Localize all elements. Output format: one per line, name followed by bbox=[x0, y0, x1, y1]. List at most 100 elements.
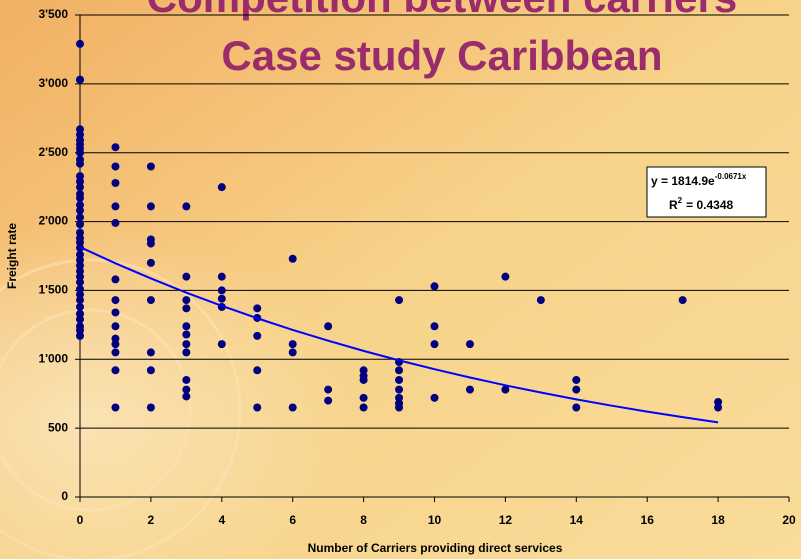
y-tick-label: 2'500 bbox=[38, 145, 68, 159]
data-point bbox=[431, 322, 439, 330]
data-point bbox=[253, 304, 261, 312]
page: {"chart_data": {"type": "scatter", "titl… bbox=[0, 0, 801, 559]
equation-exponent: -0.0671x bbox=[715, 172, 747, 181]
data-point bbox=[76, 207, 84, 215]
data-point bbox=[76, 40, 84, 48]
data-point bbox=[182, 273, 190, 281]
x-tick-label: 2 bbox=[148, 513, 155, 527]
data-point bbox=[111, 340, 119, 348]
data-point bbox=[182, 296, 190, 304]
data-point bbox=[218, 183, 226, 191]
data-point bbox=[395, 296, 403, 304]
data-point bbox=[395, 366, 403, 374]
data-point bbox=[111, 219, 119, 227]
data-point bbox=[76, 278, 84, 286]
data-point bbox=[111, 348, 119, 356]
data-point bbox=[111, 366, 119, 374]
data-point bbox=[253, 366, 261, 374]
data-point bbox=[360, 403, 368, 411]
data-point bbox=[147, 366, 155, 374]
data-point bbox=[324, 386, 332, 394]
data-point bbox=[572, 376, 580, 384]
data-point bbox=[111, 296, 119, 304]
data-point bbox=[76, 315, 84, 323]
data-point bbox=[111, 202, 119, 210]
y-tick-label: 0 bbox=[61, 489, 68, 503]
x-tick-label: 16 bbox=[641, 513, 655, 527]
data-point bbox=[679, 296, 687, 304]
data-point bbox=[324, 397, 332, 405]
y-tick-label: 3'500 bbox=[38, 7, 68, 21]
data-point bbox=[182, 376, 190, 384]
x-tick-label: 20 bbox=[782, 513, 796, 527]
data-point bbox=[111, 179, 119, 187]
data-point bbox=[182, 348, 190, 356]
x-tick-label: 14 bbox=[570, 513, 584, 527]
data-point bbox=[395, 386, 403, 394]
x-tick-label: 10 bbox=[428, 513, 442, 527]
data-point bbox=[147, 348, 155, 356]
x-axis-label: Number of Carriers providing direct serv… bbox=[308, 541, 563, 555]
data-point bbox=[431, 394, 439, 402]
data-point bbox=[111, 275, 119, 283]
y-tick-label: 3'000 bbox=[38, 76, 68, 90]
y-tick-label: 500 bbox=[48, 420, 68, 434]
data-point bbox=[111, 308, 119, 316]
data-point bbox=[182, 322, 190, 330]
data-point bbox=[111, 322, 119, 330]
data-point bbox=[76, 303, 84, 311]
data-point bbox=[253, 403, 261, 411]
data-point bbox=[76, 296, 84, 304]
data-point bbox=[76, 149, 84, 157]
data-point bbox=[289, 255, 297, 263]
data-point bbox=[182, 202, 190, 210]
data-point bbox=[537, 296, 545, 304]
data-point bbox=[395, 403, 403, 411]
data-point bbox=[253, 332, 261, 340]
data-point bbox=[466, 340, 474, 348]
x-tick-label: 12 bbox=[499, 513, 513, 527]
data-point bbox=[182, 330, 190, 338]
data-point bbox=[147, 162, 155, 170]
data-point bbox=[431, 282, 439, 290]
data-point bbox=[572, 403, 580, 411]
y-tick-label: 1'500 bbox=[38, 283, 68, 297]
data-point bbox=[111, 403, 119, 411]
data-point bbox=[147, 296, 155, 304]
data-point bbox=[395, 376, 403, 384]
data-point bbox=[572, 386, 580, 394]
data-point bbox=[182, 386, 190, 394]
y-axis-label: Freight rate bbox=[5, 223, 19, 289]
data-point bbox=[147, 202, 155, 210]
data-point bbox=[218, 273, 226, 281]
chart: Competition between carriers Case study … bbox=[0, 0, 801, 559]
data-point bbox=[147, 403, 155, 411]
data-point bbox=[289, 340, 297, 348]
x-tick-label: 6 bbox=[289, 513, 296, 527]
data-point bbox=[182, 340, 190, 348]
data-point bbox=[76, 76, 84, 84]
data-point bbox=[501, 273, 509, 281]
y-tick-label: 2'000 bbox=[38, 214, 68, 228]
data-point bbox=[182, 392, 190, 400]
data-point bbox=[360, 394, 368, 402]
data-point bbox=[147, 259, 155, 267]
data-point bbox=[289, 403, 297, 411]
data-point bbox=[111, 143, 119, 151]
data-point bbox=[76, 183, 84, 191]
data-point bbox=[324, 322, 332, 330]
chart-title: Competition between carriers bbox=[147, 0, 737, 21]
r2-exponent: 2 bbox=[678, 196, 683, 205]
data-point bbox=[147, 240, 155, 248]
x-tick-label: 4 bbox=[218, 513, 225, 527]
data-point bbox=[360, 376, 368, 384]
data-point bbox=[218, 286, 226, 294]
data-point bbox=[182, 304, 190, 312]
x-tick-label: 0 bbox=[77, 513, 84, 527]
data-point bbox=[76, 213, 84, 221]
data-point bbox=[111, 162, 119, 170]
data-point bbox=[76, 160, 84, 168]
trend-label: y = 1814.9e-0.0671x R2= 0.4348 bbox=[647, 167, 766, 217]
y-tick-label: 1'000 bbox=[38, 351, 68, 365]
x-tick-label: 8 bbox=[360, 513, 367, 527]
